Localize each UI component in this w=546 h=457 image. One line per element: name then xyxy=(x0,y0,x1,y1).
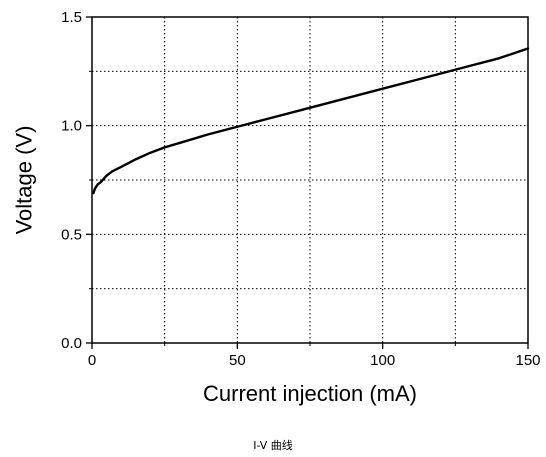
tick-labels: 0 50 100 150 0.0 0.5 1.0 1.5 xyxy=(61,9,540,369)
series-layer xyxy=(92,47,530,195)
figure-caption: I-V 曲线 xyxy=(253,439,293,452)
x-tick-label: 150 xyxy=(515,352,540,369)
plot-frame xyxy=(91,16,529,344)
grid-lines xyxy=(92,17,528,343)
x-tick-label: 50 xyxy=(229,352,246,369)
x-axis-title: Current injection (mA) xyxy=(203,381,417,406)
y-tick-label: 0.0 xyxy=(61,335,82,352)
y-axis-title: Voltage (V) xyxy=(12,126,37,235)
x-tick-label: 0 xyxy=(88,352,96,369)
y-tick-label: 1.5 xyxy=(61,9,82,26)
iv-chart: 0 50 100 150 0.0 0.5 1.0 1.5 Current injection … xyxy=(12,9,541,406)
y-tick-label: 1.0 xyxy=(61,118,82,135)
x-tick-label: 100 xyxy=(370,352,395,369)
iv-curve-line xyxy=(92,47,530,195)
y-tick-label: 0.5 xyxy=(61,226,82,243)
